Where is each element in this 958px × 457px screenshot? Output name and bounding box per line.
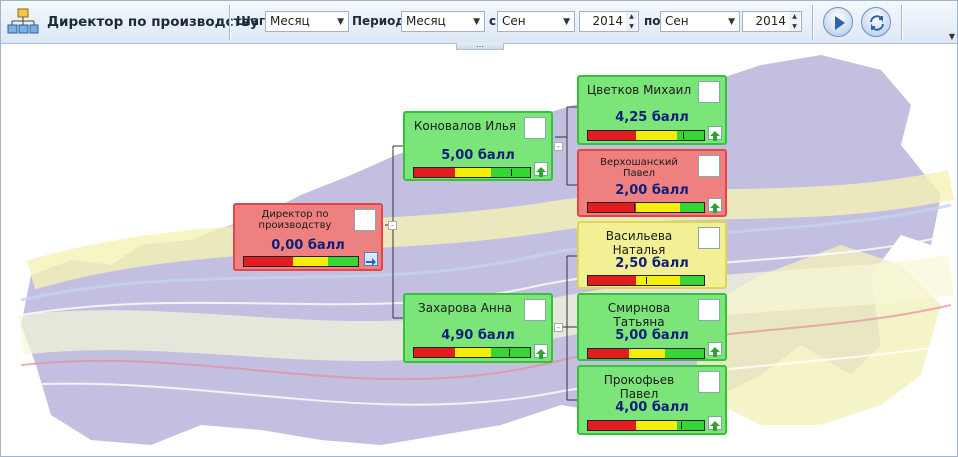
spin-up-icon[interactable]: ▲ (626, 12, 637, 21)
card-name: Цветков Михаил (586, 83, 692, 97)
card-name: Верхошанский Павел (600, 157, 678, 179)
card-name: Захарова Анна (418, 301, 512, 315)
to-year-value: 2014 (755, 14, 786, 28)
from-month-select[interactable]: Сен ▼ (497, 11, 575, 32)
to-month-select[interactable]: Сен ▼ (660, 11, 740, 32)
score-bar (587, 275, 705, 286)
org-card-zakharova[interactable]: Захарова Анна 4,90 балл (403, 293, 553, 363)
person-photo (698, 155, 720, 177)
org-card-smirnova[interactable]: Смирнова Татьяна 5,00 балл (577, 293, 727, 361)
person-photo (698, 81, 720, 103)
person-photo (524, 299, 546, 321)
drill-down-arrow-icon[interactable] (364, 252, 378, 266)
org-card-konovalov[interactable]: Коновалов Илья 5,00 балл (403, 111, 553, 181)
app-title: Директор по производству (47, 14, 259, 30)
step-label: Шаг: (236, 14, 270, 28)
org-chart-connectors (385, 106, 577, 401)
score-bar (587, 202, 705, 213)
collapse-toggle[interactable]: - (554, 142, 563, 151)
toolbar-separator (229, 5, 230, 40)
from-year-value: 2014 (592, 14, 623, 28)
up-arrow-icon[interactable] (708, 126, 722, 141)
card-name: Коновалов Илья (413, 119, 517, 133)
chevron-down-icon: ▼ (563, 17, 570, 27)
card-score: 0,00 балл (271, 238, 345, 253)
org-card-root[interactable]: Директор по производству 0,00 балл (233, 203, 383, 271)
card-score: 4,25 балл (615, 110, 689, 125)
card-score: 5,00 балл (615, 328, 689, 343)
card-score: 5,00 балл (441, 148, 515, 163)
card-name: Смирнова Татьяна (607, 301, 671, 329)
period-select-value: Месяц (406, 14, 446, 28)
step-select[interactable]: Месяц ▼ (265, 11, 349, 32)
card-score: 4,90 балл (441, 328, 515, 343)
up-arrow-icon[interactable] (534, 344, 548, 359)
person-photo (698, 371, 720, 393)
play-button[interactable] (823, 7, 853, 37)
card-score: 2,50 балл (615, 256, 689, 271)
toolbar: Директор по производству Шаг: Месяц ▼ Пе… (1, 1, 957, 44)
org-chart-canvas: - - - Директор по производству 0,00 балл… (1, 45, 957, 456)
up-arrow-icon[interactable] (708, 198, 722, 213)
panel-collapse-handle[interactable]: ... (456, 41, 504, 50)
chevron-down-icon: ▼ (473, 17, 480, 27)
refresh-icon (870, 15, 884, 31)
chevron-down-icon: ▼ (728, 17, 735, 27)
score-bar (587, 130, 705, 141)
card-name: Директор по производству (258, 209, 332, 231)
refresh-button[interactable] (861, 7, 891, 37)
card-score: 2,00 балл (615, 183, 689, 198)
card-name: Прокофьев Павел (603, 373, 675, 401)
to-year-spinner[interactable]: 2014 ▲ ▼ (742, 11, 802, 32)
person-photo (698, 299, 720, 321)
toolbar-separator (901, 5, 902, 40)
period-label: Период: (352, 14, 410, 28)
person-photo (354, 209, 376, 231)
up-arrow-icon[interactable] (534, 162, 548, 177)
to-label: по (644, 14, 661, 28)
score-bar (413, 167, 531, 178)
org-card-verkhoshansky[interactable]: Верхошанский Павел 2,00 балл (577, 149, 727, 217)
score-bar (243, 256, 359, 267)
score-bar (413, 347, 531, 358)
app-org-chart-icon (7, 8, 39, 34)
spin-up-icon[interactable]: ▲ (789, 12, 800, 21)
score-bar (587, 420, 705, 431)
person-photo (698, 227, 720, 249)
from-month-value: Сен (502, 14, 526, 28)
spin-down-icon[interactable]: ▼ (626, 22, 637, 31)
collapse-toggle[interactable]: - (554, 323, 563, 332)
play-icon (835, 16, 845, 30)
up-arrow-icon[interactable] (708, 342, 722, 357)
org-card-vasilyeva[interactable]: Васильева Наталья 2,50 балл (577, 221, 727, 289)
period-select[interactable]: Месяц ▼ (401, 11, 485, 32)
person-photo (524, 117, 546, 139)
collapse-toggle[interactable]: - (388, 221, 397, 230)
org-card-prokofyev[interactable]: Прокофьев Павел 4,00 балл (577, 365, 727, 435)
from-label: с (489, 14, 497, 28)
up-arrow-icon[interactable] (708, 416, 722, 431)
card-name: Васильева Наталья (605, 229, 673, 257)
toolbar-separator (812, 5, 813, 40)
score-bar (587, 348, 705, 359)
toolbar-overflow-icon[interactable]: ▼ (948, 32, 955, 41)
spin-down-icon[interactable]: ▼ (789, 22, 800, 31)
chevron-down-icon: ▼ (337, 17, 344, 27)
card-score: 4,00 балл (615, 400, 689, 415)
to-month-value: Сен (665, 14, 689, 28)
org-card-tsvetkov[interactable]: Цветков Михаил 4,25 балл (577, 75, 727, 145)
step-select-value: Месяц (270, 14, 310, 28)
from-year-spinner[interactable]: 2014 ▲ ▼ (579, 11, 639, 32)
